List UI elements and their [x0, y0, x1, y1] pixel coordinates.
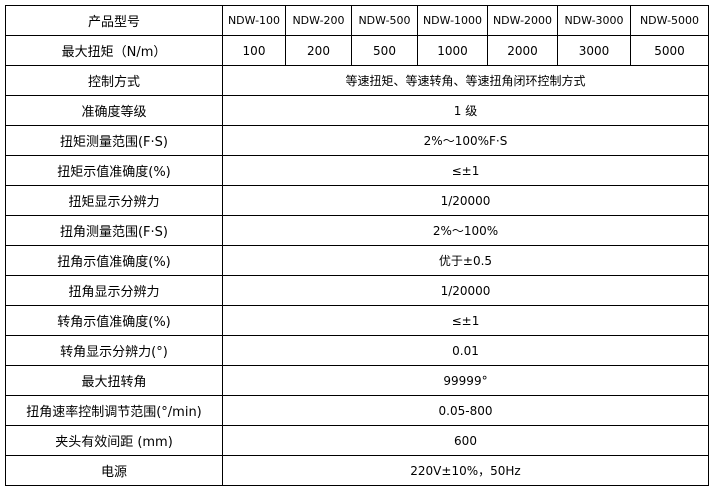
row-label: 扭角速率控制调节范围(°/min) [5, 395, 223, 426]
spec-row: 扭角测量范围(F·S) 2%～100% [5, 215, 709, 246]
spec-row: 扭矩测量范围(F·S) 2%～100%F·S [5, 125, 709, 156]
row-value: 1 级 [222, 95, 709, 126]
model-cell: NDW-3000 [557, 5, 631, 36]
spec-row: 扭矩示值准确度(%) ≤±1 [5, 155, 709, 186]
row-value: 1/20000 [222, 275, 709, 306]
value-cell: 3000 [557, 35, 631, 66]
row-value: 220V±10%，50Hz [222, 455, 709, 486]
row-value: 优于±0.5 [222, 245, 709, 276]
row-value: 等速扭矩、等速转角、等速扭角闭环控制方式 [222, 65, 709, 96]
row-label: 扭角显示分辨力 [5, 275, 223, 306]
spec-row: 扭角显示分辨力 1/20000 [5, 275, 709, 306]
model-cell: NDW-200 [285, 5, 352, 36]
model-cell: NDW-500 [351, 5, 418, 36]
spec-table: 产品型号 NDW-100 NDW-200 NDW-500 NDW-1000 ND… [5, 5, 709, 486]
row-label: 电源 [5, 455, 223, 486]
row-label: 扭矩显示分辨力 [5, 185, 223, 216]
value-cell: 100 [222, 35, 286, 66]
spec-row: 转角示值准确度(%) ≤±1 [5, 305, 709, 336]
spec-row: 扭角示值准确度(%) 优于±0.5 [5, 245, 709, 276]
row-value: 600 [222, 425, 709, 456]
model-cell: NDW-1000 [417, 5, 488, 36]
row-value: 0.01 [222, 335, 709, 366]
row-label: 转角示值准确度(%) [5, 305, 223, 336]
row-label: 夹头有效间距 (mm) [5, 425, 223, 456]
spec-row: 夹头有效间距 (mm) 600 [5, 425, 709, 456]
row-value: 2%～100% [222, 215, 709, 246]
row-label: 控制方式 [5, 65, 223, 96]
row-label: 转角显示分辨力(°) [5, 335, 223, 366]
model-cell: NDW-100 [222, 5, 286, 36]
value-cell: 200 [285, 35, 352, 66]
spec-row: 扭矩显示分辨力 1/20000 [5, 185, 709, 216]
model-cell: NDW-2000 [487, 5, 558, 36]
model-cell: NDW-5000 [630, 5, 709, 36]
spec-row: 准确度等级 1 级 [5, 95, 709, 126]
spec-row: 控制方式 等速扭矩、等速转角、等速扭角闭环控制方式 [5, 65, 709, 96]
row-label: 最大扭矩（N/m） [5, 35, 223, 66]
value-cell: 500 [351, 35, 418, 66]
value-cell: 2000 [487, 35, 558, 66]
row-label: 最大扭转角 [5, 365, 223, 396]
row-label: 产品型号 [5, 5, 223, 36]
value-cell: 1000 [417, 35, 488, 66]
row-value: 0.05-800 [222, 395, 709, 426]
spec-row: 最大扭转角 99999° [5, 365, 709, 396]
spec-row: 电源 220V±10%，50Hz [5, 455, 709, 486]
row-value: ≤±1 [222, 155, 709, 186]
spec-row: 扭角速率控制调节范围(°/min) 0.05-800 [5, 395, 709, 426]
row-label: 扭角示值准确度(%) [5, 245, 223, 276]
row-label: 准确度等级 [5, 95, 223, 126]
row-value: 1/20000 [222, 185, 709, 216]
row-label: 扭矩测量范围(F·S) [5, 125, 223, 156]
spec-row: 转角显示分辨力(°) 0.01 [5, 335, 709, 366]
row-label: 扭角测量范围(F·S) [5, 215, 223, 246]
row-value: 2%～100%F·S [222, 125, 709, 156]
torque-row: 最大扭矩（N/m） 100 200 500 1000 2000 3000 500… [5, 35, 709, 66]
row-value: ≤±1 [222, 305, 709, 336]
model-row: 产品型号 NDW-100 NDW-200 NDW-500 NDW-1000 ND… [5, 5, 709, 36]
value-cell: 5000 [630, 35, 709, 66]
row-value: 99999° [222, 365, 709, 396]
row-label: 扭矩示值准确度(%) [5, 155, 223, 186]
